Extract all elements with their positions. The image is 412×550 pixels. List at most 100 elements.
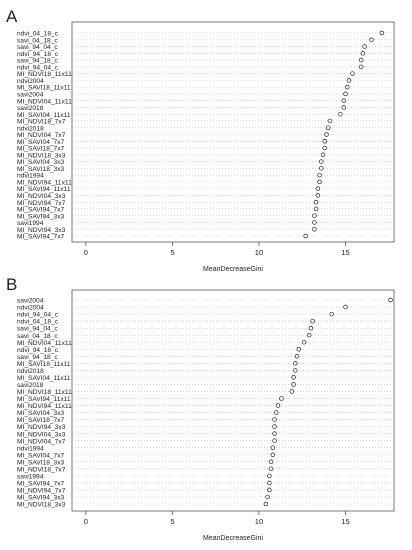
data-point bbox=[312, 220, 317, 225]
data-point bbox=[362, 44, 367, 49]
data-point bbox=[346, 78, 352, 83]
plot-frame bbox=[71, 289, 395, 512]
category-label: ndvi2018 bbox=[17, 125, 44, 132]
category-label: MI_SAVI94_11x11 bbox=[17, 396, 71, 403]
data-point bbox=[265, 494, 270, 500]
data-point bbox=[293, 368, 298, 373]
data-point bbox=[274, 410, 279, 415]
category-label: ndvi2018 bbox=[17, 368, 44, 375]
data-point bbox=[306, 332, 312, 338]
category-label: ndvi_04_18_c bbox=[17, 31, 59, 38]
data-point bbox=[315, 193, 321, 198]
category-label: savi_94_18_c bbox=[17, 354, 58, 361]
category-label: MI_SAVI04_11x11 bbox=[17, 112, 71, 119]
x-tick-label: 0 bbox=[84, 248, 88, 257]
category-label: MI_NDVI04_11x11 bbox=[17, 98, 72, 105]
data-point bbox=[317, 172, 322, 178]
data-point bbox=[268, 459, 274, 465]
x-tick-label: 15 bbox=[341, 517, 349, 526]
category-label: savi_04_18_c bbox=[17, 333, 58, 340]
panel-label: B bbox=[6, 275, 17, 294]
data-point bbox=[272, 438, 277, 443]
x-tick-label: 15 bbox=[341, 248, 349, 257]
category-label: MI_NDVI94_3x3 bbox=[17, 424, 66, 431]
category-label: MI_SAVI18_3x3 bbox=[17, 166, 64, 173]
category-label: ndvi_94_04_c bbox=[17, 312, 59, 319]
category-label: MI_SAVI18_11x11 bbox=[17, 85, 71, 92]
data-point bbox=[312, 213, 317, 218]
category-label: MI_NDVI18_3x3 bbox=[17, 502, 66, 509]
data-point bbox=[369, 37, 374, 43]
data-point bbox=[270, 445, 276, 450]
data-point bbox=[343, 91, 348, 97]
category-label: savi1994 bbox=[17, 220, 44, 227]
category-label: MI_NDVI18_7x7 bbox=[17, 466, 66, 473]
category-label: MI_SAVI94_11x11 bbox=[17, 186, 71, 193]
category-label: MI_NDVI94_7x7 bbox=[17, 488, 66, 495]
data-point bbox=[338, 111, 343, 117]
category-label: savi_94_04_c bbox=[17, 44, 58, 51]
category-label: MI_NDVI04_7x7 bbox=[17, 438, 66, 445]
data-point bbox=[317, 179, 322, 185]
x-tick-label: 0 bbox=[84, 517, 88, 526]
category-label: ndvi_94_18_c bbox=[17, 347, 59, 354]
category-label: ndvi_94_04_c bbox=[17, 64, 59, 71]
category-label: MI_SAVI04_3x3 bbox=[17, 410, 64, 417]
category-label: MI_SAVI94_7x7 bbox=[17, 234, 64, 241]
category-label: MI_NDVI94_11x11 bbox=[17, 179, 72, 186]
category-label: ndvi2004 bbox=[17, 78, 44, 85]
category-label: MI_NDVI94_7x7 bbox=[17, 200, 66, 207]
data-point bbox=[293, 361, 298, 366]
data-point bbox=[327, 118, 333, 124]
x-axis-label: MeanDecreaseGini bbox=[203, 535, 263, 542]
data-point bbox=[358, 64, 364, 70]
data-point bbox=[324, 132, 329, 137]
x-tick-label: 5 bbox=[170, 517, 174, 526]
x-axis-label: MeanDecreaseGini bbox=[203, 266, 263, 273]
category-label: MI_SAVI94_7x7 bbox=[17, 480, 64, 487]
category-label: savi_94_18_c bbox=[17, 58, 58, 65]
data-point bbox=[329, 311, 334, 317]
data-point bbox=[263, 501, 269, 507]
data-point bbox=[267, 487, 272, 493]
data-point bbox=[379, 30, 385, 36]
data-point bbox=[270, 452, 276, 458]
data-point bbox=[319, 159, 324, 164]
data-point bbox=[319, 166, 324, 171]
category-label: savi2004 bbox=[17, 92, 44, 99]
x-tick-label: 10 bbox=[255, 248, 263, 257]
category-label: MI_SAVI18_3x3 bbox=[17, 459, 64, 466]
data-point bbox=[303, 233, 308, 239]
data-point bbox=[360, 51, 366, 56]
category-label: MI_NDVI94_11x11 bbox=[17, 403, 72, 410]
data-point bbox=[313, 206, 319, 212]
category-label: savi2018 bbox=[17, 382, 44, 389]
data-point bbox=[279, 396, 284, 401]
data-point bbox=[301, 339, 307, 345]
category-label: MI_NDVI18_11x11 bbox=[17, 71, 72, 78]
panel-B: Bsavi2004ndvi2004ndvi_94_04_cndvi_04_18_… bbox=[6, 275, 395, 542]
category-label: MI_SAVI04_7x7 bbox=[17, 452, 64, 459]
data-point bbox=[341, 105, 347, 110]
data-point bbox=[322, 139, 328, 144]
plot-frame bbox=[71, 21, 395, 243]
data-point bbox=[310, 318, 315, 324]
data-point bbox=[320, 152, 326, 158]
data-point bbox=[296, 346, 302, 352]
data-point bbox=[291, 375, 296, 380]
category-label: savi_04_18_c bbox=[17, 37, 58, 44]
category-label: MI_NDVI04_3x3 bbox=[17, 431, 66, 438]
category-label: MI_SAVI18_7x7 bbox=[17, 146, 64, 153]
category-label: MI_SAVI04_7x7 bbox=[17, 139, 64, 146]
panel-label: A bbox=[6, 7, 18, 26]
data-point bbox=[343, 304, 348, 310]
category-label: MI_NDVI18_7x7 bbox=[17, 119, 66, 126]
category-label: ndvi1994 bbox=[17, 173, 44, 180]
data-point bbox=[315, 186, 321, 191]
data-point bbox=[267, 480, 272, 486]
data-point bbox=[325, 125, 331, 130]
category-label: ndvi_94_18_c bbox=[17, 51, 59, 58]
category-label: MI_NDVI04_3x3 bbox=[17, 193, 66, 200]
category-label: MI_NDVI04_11x11 bbox=[17, 340, 72, 347]
data-point bbox=[272, 424, 277, 429]
